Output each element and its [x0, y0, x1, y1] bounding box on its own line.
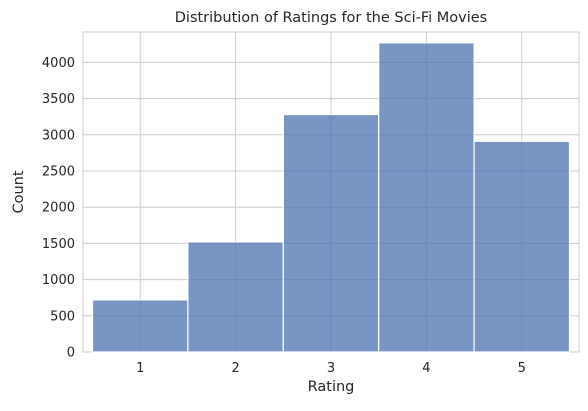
x-tick-label: 1 — [136, 361, 144, 376]
y-tick-label: 3500 — [42, 92, 75, 107]
y-tick-label: 2500 — [42, 165, 75, 180]
bars — [91, 42, 571, 353]
y-tick-label: 3000 — [42, 128, 75, 143]
bar-rating-5 — [473, 140, 571, 353]
y-tick-label: 1000 — [42, 273, 75, 288]
bar-rating-2 — [187, 241, 284, 353]
bar-rating-4 — [378, 42, 475, 353]
y-tick-label: 2000 — [42, 201, 75, 216]
y-tick-label: 500 — [50, 309, 75, 324]
x-ticks: 1 2 3 4 5 — [136, 361, 526, 376]
x-tick-label: 3 — [327, 361, 335, 376]
y-axis-label: Count — [11, 170, 27, 213]
y-ticks: 0 500 1000 1500 2000 2500 3000 3500 4000 — [42, 56, 75, 361]
x-tick-label: 2 — [231, 361, 239, 376]
x-axis-label: Rating — [308, 379, 355, 395]
chart-title: Distribution of Ratings for the Sci-Fi M… — [175, 10, 487, 26]
x-tick-label: 4 — [422, 361, 430, 376]
y-tick-label: 1500 — [42, 237, 75, 252]
bar-rating-1 — [91, 299, 189, 353]
bar-rating-3 — [282, 113, 380, 353]
y-tick-label: 4000 — [42, 56, 75, 71]
x-tick-label: 5 — [518, 361, 526, 376]
y-tick-label: 0 — [67, 346, 75, 361]
